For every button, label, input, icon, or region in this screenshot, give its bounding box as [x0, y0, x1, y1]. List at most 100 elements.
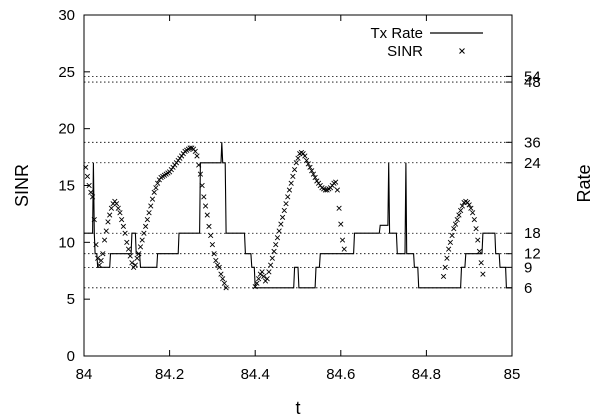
sinr-point [261, 273, 267, 280]
sinr-point [137, 244, 144, 250]
sinr-point [194, 153, 200, 159]
rate-tick-label-12: 12 [524, 246, 541, 263]
sinr-point [440, 273, 447, 280]
sinr-point [192, 148, 198, 155]
sinr-point [206, 223, 212, 230]
sinr-point [309, 168, 315, 174]
y-tick-label-0: 0 [67, 348, 75, 365]
sinr-point [334, 187, 340, 193]
sinr-point [291, 166, 298, 173]
series-line-tx-rate [84, 142, 512, 289]
sinr-point [201, 194, 207, 200]
plot-frame [83, 14, 513, 357]
sinr-point [266, 269, 272, 275]
y-tick-label-4: 20 [58, 121, 75, 138]
sinr-point [305, 161, 311, 167]
sinr-point [223, 285, 229, 291]
sinr-point [84, 173, 91, 180]
sinr-point [256, 276, 262, 282]
rate-tick-label-18: 18 [524, 225, 541, 242]
sinr-point [93, 241, 99, 248]
sinr-point [259, 269, 265, 275]
sinr-point [199, 182, 205, 189]
sinr-point [264, 276, 270, 282]
sinr-point [459, 203, 465, 209]
sinr-point [136, 251, 142, 257]
y-tick-label-5: 25 [58, 64, 75, 81]
sinr-point [202, 203, 209, 209]
sinr-point [471, 216, 477, 223]
sinr-point [148, 203, 154, 209]
sinr-point [124, 239, 130, 245]
sinr-point [274, 235, 281, 241]
sinr-point [151, 189, 157, 195]
series-layer [83, 142, 512, 291]
sinr-point [341, 246, 347, 252]
rate-threshold-lines [84, 75, 512, 289]
sinr-point [91, 216, 97, 223]
y-tick-label-2: 10 [58, 234, 75, 251]
rate-tick-label-54: 54 [524, 68, 541, 85]
sinr-point [88, 189, 94, 195]
sinr-point [96, 262, 103, 268]
rate-tick-label-24: 24 [524, 155, 541, 172]
sinr-point [452, 221, 459, 227]
sinr-point [468, 205, 474, 211]
sinr-point [470, 210, 476, 216]
sinr-point [153, 185, 159, 191]
sinr-point [103, 228, 109, 234]
sinr-point [279, 214, 286, 220]
sinr-point [211, 251, 217, 257]
sinr-point [288, 180, 294, 186]
sinr-point [456, 212, 462, 218]
sinr-point [98, 257, 104, 264]
sinr-point [310, 171, 317, 177]
sinr-point [283, 201, 289, 207]
x-tick-label-3: 84.6 [326, 366, 355, 383]
sinr-point [476, 248, 483, 255]
sinr-point [278, 221, 284, 227]
sinr-point [187, 145, 193, 151]
rate-tick-label-9: 9 [524, 259, 532, 276]
sinr-point [466, 202, 472, 208]
sinr-point [475, 237, 481, 243]
sinr-point [213, 257, 219, 264]
sinr-point [449, 232, 455, 239]
sinr-point [120, 223, 126, 230]
sinr-point [338, 221, 344, 227]
sinr-point [276, 228, 282, 234]
sinr-point [290, 173, 296, 180]
sinr-point [254, 280, 260, 286]
sinr-point [322, 187, 329, 193]
sinr-point [286, 187, 293, 193]
sinr-point [154, 180, 161, 186]
sinr-point [339, 237, 346, 243]
sinr-point [107, 212, 113, 218]
sinr-point [134, 255, 140, 261]
sinr-point [295, 155, 301, 161]
legend-swatch-sinr [459, 48, 465, 54]
sinr-point [101, 237, 108, 243]
sinr-point [127, 253, 133, 259]
legend: Tx Rate SINR [370, 25, 483, 60]
sinr-point [252, 284, 258, 290]
sinr-point [478, 260, 484, 266]
sinr-point [143, 223, 149, 230]
sinr-point [139, 237, 145, 243]
sinr-point [119, 216, 125, 223]
sinr-point [267, 262, 274, 268]
sinr-point [100, 251, 106, 257]
y-tick-label-3: 15 [58, 178, 75, 195]
sinr-point [218, 271, 224, 277]
sinr-point [312, 174, 318, 181]
x-axis-title: t [295, 398, 300, 418]
sinr-point [89, 194, 96, 200]
sinr-point [204, 212, 210, 218]
x-tick-label-4: 84.8 [412, 366, 441, 383]
sinr-point [442, 264, 448, 270]
legend-label-tx-rate: Tx Rate [370, 25, 423, 42]
sinr-point [458, 207, 464, 214]
sinr-point [95, 255, 101, 261]
sinr-point [220, 276, 226, 282]
